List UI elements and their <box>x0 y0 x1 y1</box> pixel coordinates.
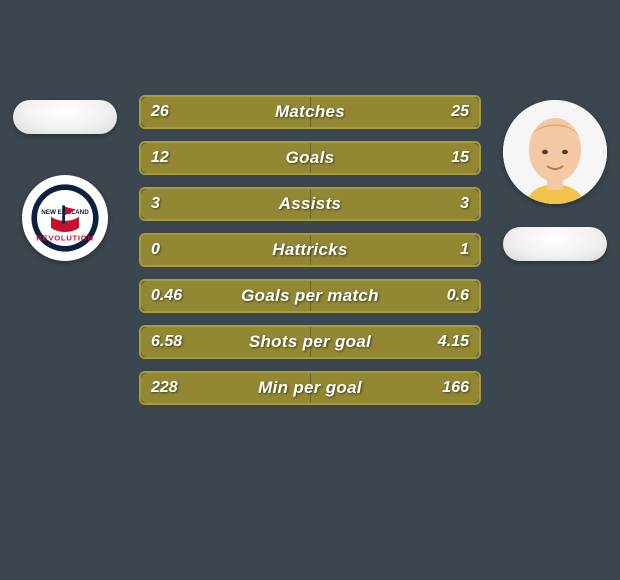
ne-revolution-crest-icon: NEW ENGLAND REVOLUTION <box>30 183 100 253</box>
stat-fill-left <box>141 189 310 219</box>
stat-row: 33Assists <box>139 187 481 221</box>
stat-value-left: 0.46 <box>151 281 182 311</box>
stat-row: 228166Min per goal <box>139 371 481 405</box>
stat-row: 6.584.15Shots per goal <box>139 325 481 359</box>
player-left-column: NEW ENGLAND REVOLUTION <box>10 95 120 415</box>
stat-center-divider <box>310 189 311 219</box>
stat-center-divider <box>310 235 311 265</box>
stat-row: 1215Goals <box>139 141 481 175</box>
stat-value-right: 166 <box>442 373 469 403</box>
stat-value-left: 3 <box>151 189 160 219</box>
svg-text:REVOLUTION: REVOLUTION <box>36 233 93 242</box>
stat-value-left: 12 <box>151 143 169 173</box>
stat-bar-list: 2625Matches1215Goals33Assists01Hattricks… <box>139 95 481 417</box>
player-right-face-icon <box>503 100 607 204</box>
stat-value-left: 6.58 <box>151 327 182 357</box>
stat-center-divider <box>310 373 311 403</box>
stat-center-divider <box>310 97 311 127</box>
stat-value-left: 228 <box>151 373 178 403</box>
stat-value-right: 3 <box>460 189 469 219</box>
stat-value-right: 25 <box>451 97 469 127</box>
stat-row: 0.460.6Goals per match <box>139 279 481 313</box>
stat-value-right: 4.15 <box>438 327 469 357</box>
stat-value-right: 1 <box>460 235 469 265</box>
club-crest-left: NEW ENGLAND REVOLUTION <box>22 175 108 261</box>
stat-center-divider <box>310 281 311 311</box>
stat-fill-right <box>310 189 479 219</box>
stat-value-left: 0 <box>151 235 160 265</box>
stat-center-divider <box>310 327 311 357</box>
player-right-column <box>500 95 610 415</box>
stat-row: 2625Matches <box>139 95 481 129</box>
stat-value-right: 15 <box>451 143 469 173</box>
stat-value-left: 26 <box>151 97 169 127</box>
comparison-stage: NEW ENGLAND REVOLUTION 2625Matches1215G <box>0 95 620 415</box>
stat-row: 01Hattricks <box>139 233 481 267</box>
stat-value-right: 0.6 <box>447 281 469 311</box>
player-left-name-pill <box>13 100 117 134</box>
player-right-name-pill <box>503 227 607 261</box>
stat-center-divider <box>310 143 311 173</box>
player-right-avatar <box>503 100 607 204</box>
